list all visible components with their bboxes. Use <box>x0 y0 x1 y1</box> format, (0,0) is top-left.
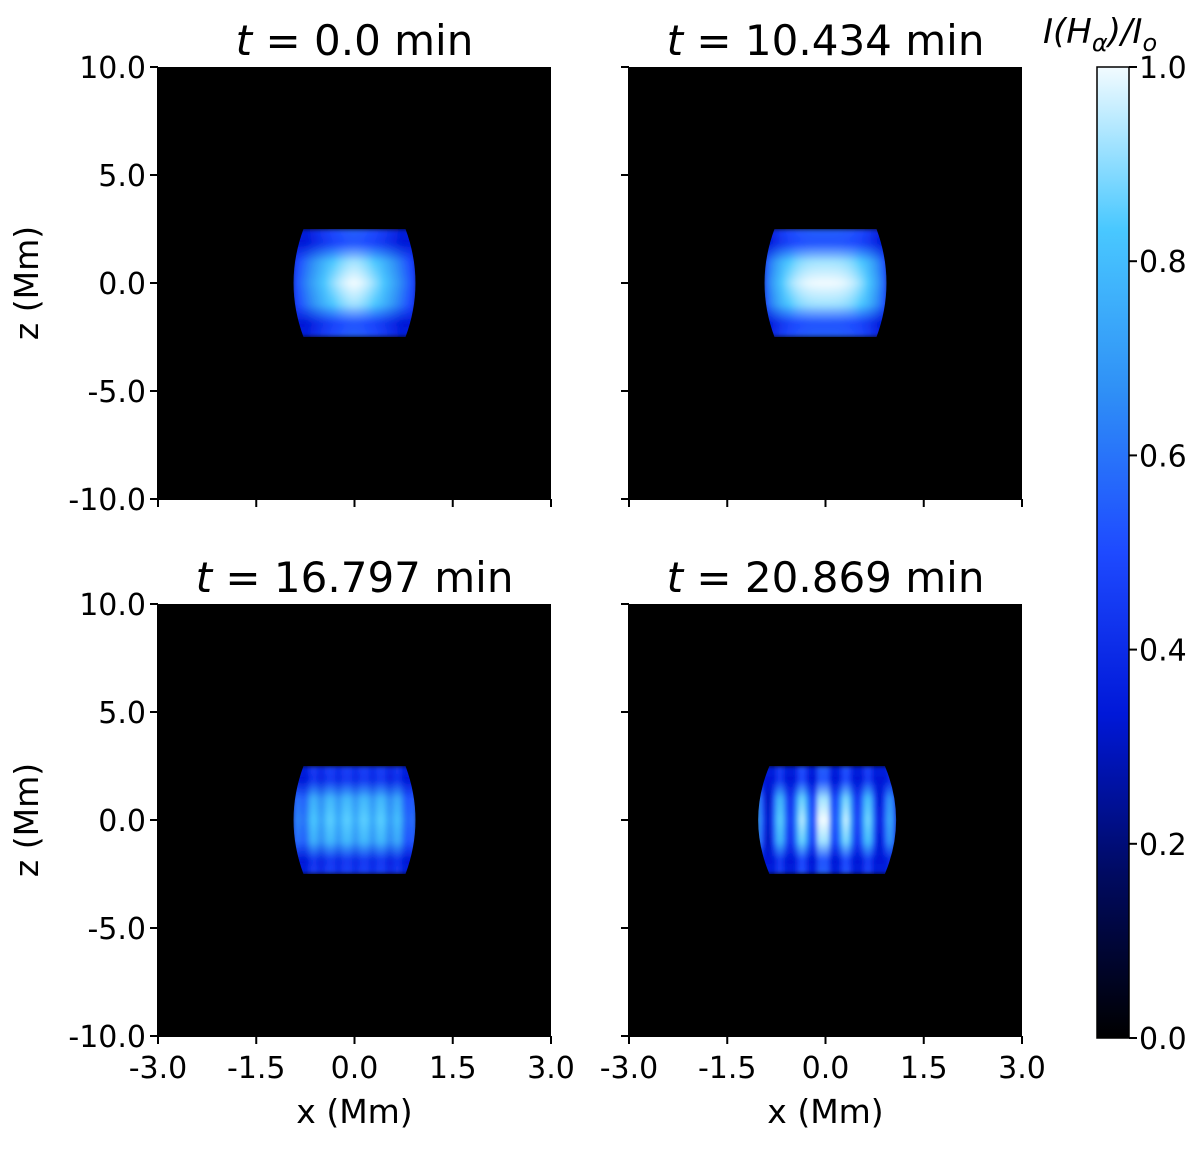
panel-3: t = 16.797 min 10.0 5.0 0.0 -5.0 -10.0-3.0 -1.… <box>7 553 575 1131</box>
y-tick-label: 5.0 <box>98 159 146 194</box>
x-tick-label: 1.5 <box>429 1051 477 1086</box>
panel-title: t = 0.0 min <box>236 16 474 65</box>
y-tick-label: 10.0 <box>79 51 146 86</box>
y-tick-label: 0.0 <box>98 267 146 302</box>
panel-title-var: t <box>196 553 214 602</box>
x-tick-label: -1.5 <box>698 1051 757 1086</box>
panel-title: t = 20.869 min <box>667 553 985 602</box>
panel-2: t = 10.434 min <box>621 16 1023 507</box>
colorbar: 0.0 0.2 0.4 0.6 0.8 1.0I(Hα)/Io <box>1043 12 1187 1057</box>
colorbar-tick-label: 0.2 <box>1139 828 1187 863</box>
x-tick-label: 3.0 <box>998 1051 1046 1086</box>
y-tick-label: 0.0 <box>98 804 146 839</box>
x-axis-label: x (Mm) <box>767 1092 883 1131</box>
y-tick-label: 10.0 <box>79 588 146 623</box>
x-tick-label: -1.5 <box>227 1051 286 1086</box>
y-tick-label: -5.0 <box>87 912 146 947</box>
panel-title-text: = 0.0 min <box>252 16 473 65</box>
panel-title-text: = 16.797 min <box>212 553 513 602</box>
panel-title-var: t <box>236 16 254 65</box>
panel-title: t = 16.797 min <box>196 553 514 602</box>
panel-title-text: = 20.869 min <box>683 553 984 602</box>
x-tick-label: -3.0 <box>600 1051 659 1086</box>
emission-blob <box>293 229 416 337</box>
x-tick-label: 0.0 <box>331 1051 379 1086</box>
y-axis-label: z (Mm) <box>7 226 46 340</box>
colorbar-title: I(Hα)/Io <box>1043 12 1157 57</box>
panel-title-var: t <box>667 16 685 65</box>
panel-title: t = 10.434 min <box>667 16 985 65</box>
colorbar-tick-label: 1.0 <box>1139 51 1187 86</box>
panel-title-var: t <box>667 553 685 602</box>
colorbar-tick-label: 0.8 <box>1139 245 1187 280</box>
emission-blob <box>293 766 416 874</box>
panel-1: t = 0.0 min 10.0 5.0 0.0 -5.0 -10.0 z (Mm) <box>7 16 552 518</box>
x-tick-label: 0.0 <box>802 1051 850 1086</box>
panel-4: t = 20.869 min -3.0 -1.5 0.0 1.5 3.0 x (Mm) <box>600 553 1046 1131</box>
y-tick-label: 5.0 <box>98 696 146 731</box>
colorbar-tick-label: 0.0 <box>1139 1022 1187 1057</box>
panel-title-text: = 10.434 min <box>683 16 984 65</box>
x-tick-label: 3.0 <box>527 1051 575 1086</box>
emission-blob <box>764 229 887 337</box>
x-tick-label: 1.5 <box>900 1051 948 1086</box>
colorbar-tick-label: 0.4 <box>1139 634 1187 669</box>
emission-blob <box>758 766 897 874</box>
x-axis-label: x (Mm) <box>296 1092 412 1131</box>
y-tick-label: -10.0 <box>68 1020 146 1055</box>
colorbar-gradient <box>1096 66 1130 1039</box>
y-tick-label: -10.0 <box>68 483 146 518</box>
y-tick-label: -5.0 <box>87 375 146 410</box>
y-axis-label: z (Mm) <box>7 763 46 877</box>
x-tick-label: -3.0 <box>129 1051 188 1086</box>
colorbar-tick-label: 0.6 <box>1139 439 1187 474</box>
